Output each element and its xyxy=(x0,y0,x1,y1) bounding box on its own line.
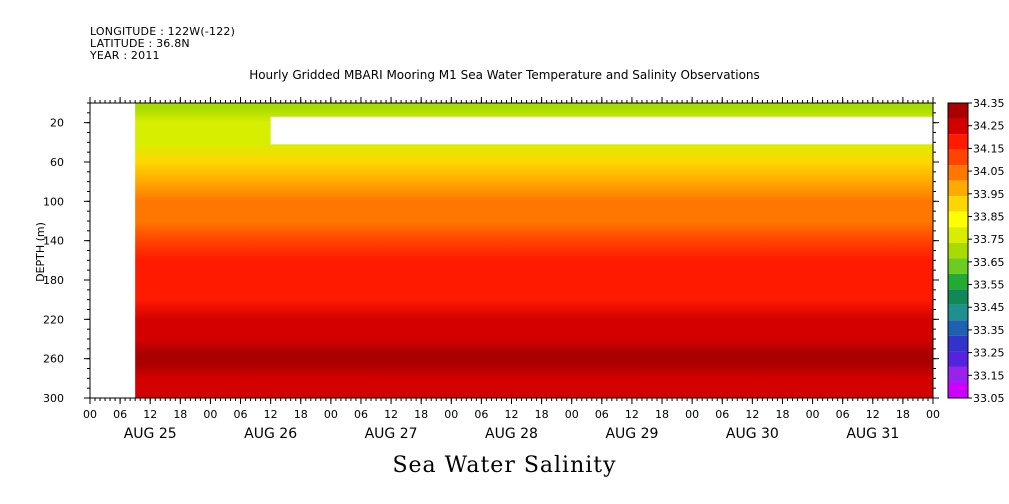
x-tick-label: 18 xyxy=(173,408,187,421)
day-label: AUG 29 xyxy=(605,426,658,442)
colorbar-swatch xyxy=(948,134,968,150)
day-label: AUG 28 xyxy=(485,426,538,442)
x-tick-label: 06 xyxy=(715,408,729,421)
colorbar-swatch xyxy=(948,273,968,290)
x-tick-label: 12 xyxy=(625,408,639,421)
day-label: AUG 30 xyxy=(726,426,779,442)
x-tick-label: 00 xyxy=(203,408,217,421)
colorbar-swatch xyxy=(948,335,968,352)
salinity-field xyxy=(135,103,934,398)
x-tick-label: 18 xyxy=(294,408,308,421)
x-axis: 00 06 12 18 00 06 12 18 00 06 12 18 00 06 12 18 00 06 12 18… xyxy=(83,97,940,442)
colorbar-swatch xyxy=(948,366,968,383)
colorbar-label: 33.15 xyxy=(973,369,1005,382)
colorbar-swatch xyxy=(948,165,968,181)
colorbar-swatch xyxy=(948,258,968,274)
colorbar-label: 33.25 xyxy=(973,347,1005,360)
colorbar-label: 33.95 xyxy=(973,188,1005,201)
x-tick-label: 18 xyxy=(896,408,910,421)
y-tick-label: 100 xyxy=(43,195,64,208)
x-tick-label: 00 xyxy=(806,408,820,421)
colorbar-label: 33.65 xyxy=(973,256,1005,269)
y-tick-label: 140 xyxy=(43,235,64,248)
x-tick-label: 00 xyxy=(685,408,699,421)
colorbar-swatch xyxy=(948,211,968,228)
x-tick-label: 00 xyxy=(324,408,338,421)
day-label: AUG 26 xyxy=(244,426,297,442)
x-tick-label: 18 xyxy=(775,408,789,421)
x-tick-label: 06 xyxy=(354,408,368,421)
y-tick-label: 180 xyxy=(43,274,64,287)
colorbar-label: 34.35 xyxy=(973,97,1005,110)
y-tick-label: 60 xyxy=(50,156,64,169)
x-tick-label: 00 xyxy=(83,408,97,421)
x-tick-label: 00 xyxy=(444,408,458,421)
colorbar-swatch xyxy=(948,103,968,119)
colorbar-swatch xyxy=(948,320,968,336)
colorbar-swatch xyxy=(948,196,968,212)
colorbar-frame xyxy=(947,102,969,399)
colorbar-label: 34.05 xyxy=(973,165,1005,178)
chart-title: Hourly Gridded MBARI Mooring M1 Sea Wate… xyxy=(249,68,760,82)
colorbar-label: 33.35 xyxy=(973,324,1005,337)
colorbar-label: 34.25 xyxy=(973,120,1005,133)
chart-subtitle: Sea Water Salinity xyxy=(392,453,617,478)
x-tick-label: 12 xyxy=(745,408,759,421)
y-axis: 20 60 100 140 180 220 260 300 xyxy=(43,102,939,405)
colorbar-swatch xyxy=(948,242,968,259)
x-tick-label: 12 xyxy=(264,408,278,421)
colorbar-swatch xyxy=(948,289,968,305)
plot-area xyxy=(89,102,1009,399)
colorbar: 34.35 34.25 34.15 34.05 33.95 33.85 33.75 33.65… xyxy=(947,97,1005,405)
colorbar-label: 33.55 xyxy=(973,279,1005,292)
colorbar-swatch xyxy=(948,304,968,321)
colorbar-swatch xyxy=(948,149,968,166)
x-tick-label: 06 xyxy=(113,408,127,421)
y-tick-label: 260 xyxy=(43,353,64,366)
missing-data-block xyxy=(270,116,1009,145)
colorbar-swatch xyxy=(948,227,968,243)
x-tick-label: 06 xyxy=(836,408,850,421)
x-tick-label: 12 xyxy=(384,408,398,421)
colorbar-swatch xyxy=(948,351,968,367)
x-tick-label: 06 xyxy=(234,408,248,421)
latitude-label: LATITUDE : 36.8N xyxy=(90,37,190,50)
colorbar-label: 34.15 xyxy=(973,142,1005,155)
x-tick-label: 06 xyxy=(595,408,609,421)
colorbar-label: 33.05 xyxy=(973,392,1005,405)
colorbar-swatch xyxy=(948,118,968,135)
colorbar-label: 33.45 xyxy=(973,301,1005,314)
colorbar-swatch xyxy=(948,180,968,197)
y-tick-label: 20 xyxy=(50,117,64,130)
x-tick-label: 18 xyxy=(655,408,669,421)
y-tick-label: 300 xyxy=(43,392,64,405)
colorbar-swatch xyxy=(948,382,968,398)
y-tick-label: 220 xyxy=(43,313,64,326)
x-tick-label: 00 xyxy=(565,408,579,421)
x-tick-label: 18 xyxy=(414,408,428,421)
colorbar-label: 33.75 xyxy=(973,233,1005,246)
day-label: AUG 31 xyxy=(846,426,899,442)
x-tick-label: 06 xyxy=(474,408,488,421)
x-tick-label: 18 xyxy=(535,408,549,421)
x-tick-label: 12 xyxy=(143,408,157,421)
x-tick-label: 00 xyxy=(926,408,940,421)
x-tick-label: 12 xyxy=(505,408,519,421)
longitude-label: LONGITUDE : 122W(-122) xyxy=(90,25,236,38)
day-label: AUG 27 xyxy=(365,426,418,442)
x-tick-label: 12 xyxy=(866,408,880,421)
day-label: AUG 25 xyxy=(124,426,177,442)
year-label: YEAR : 2011 xyxy=(90,49,160,62)
y-axis-label: DEPTH (m) xyxy=(34,222,47,282)
colorbar-label: 33.85 xyxy=(973,210,1005,223)
